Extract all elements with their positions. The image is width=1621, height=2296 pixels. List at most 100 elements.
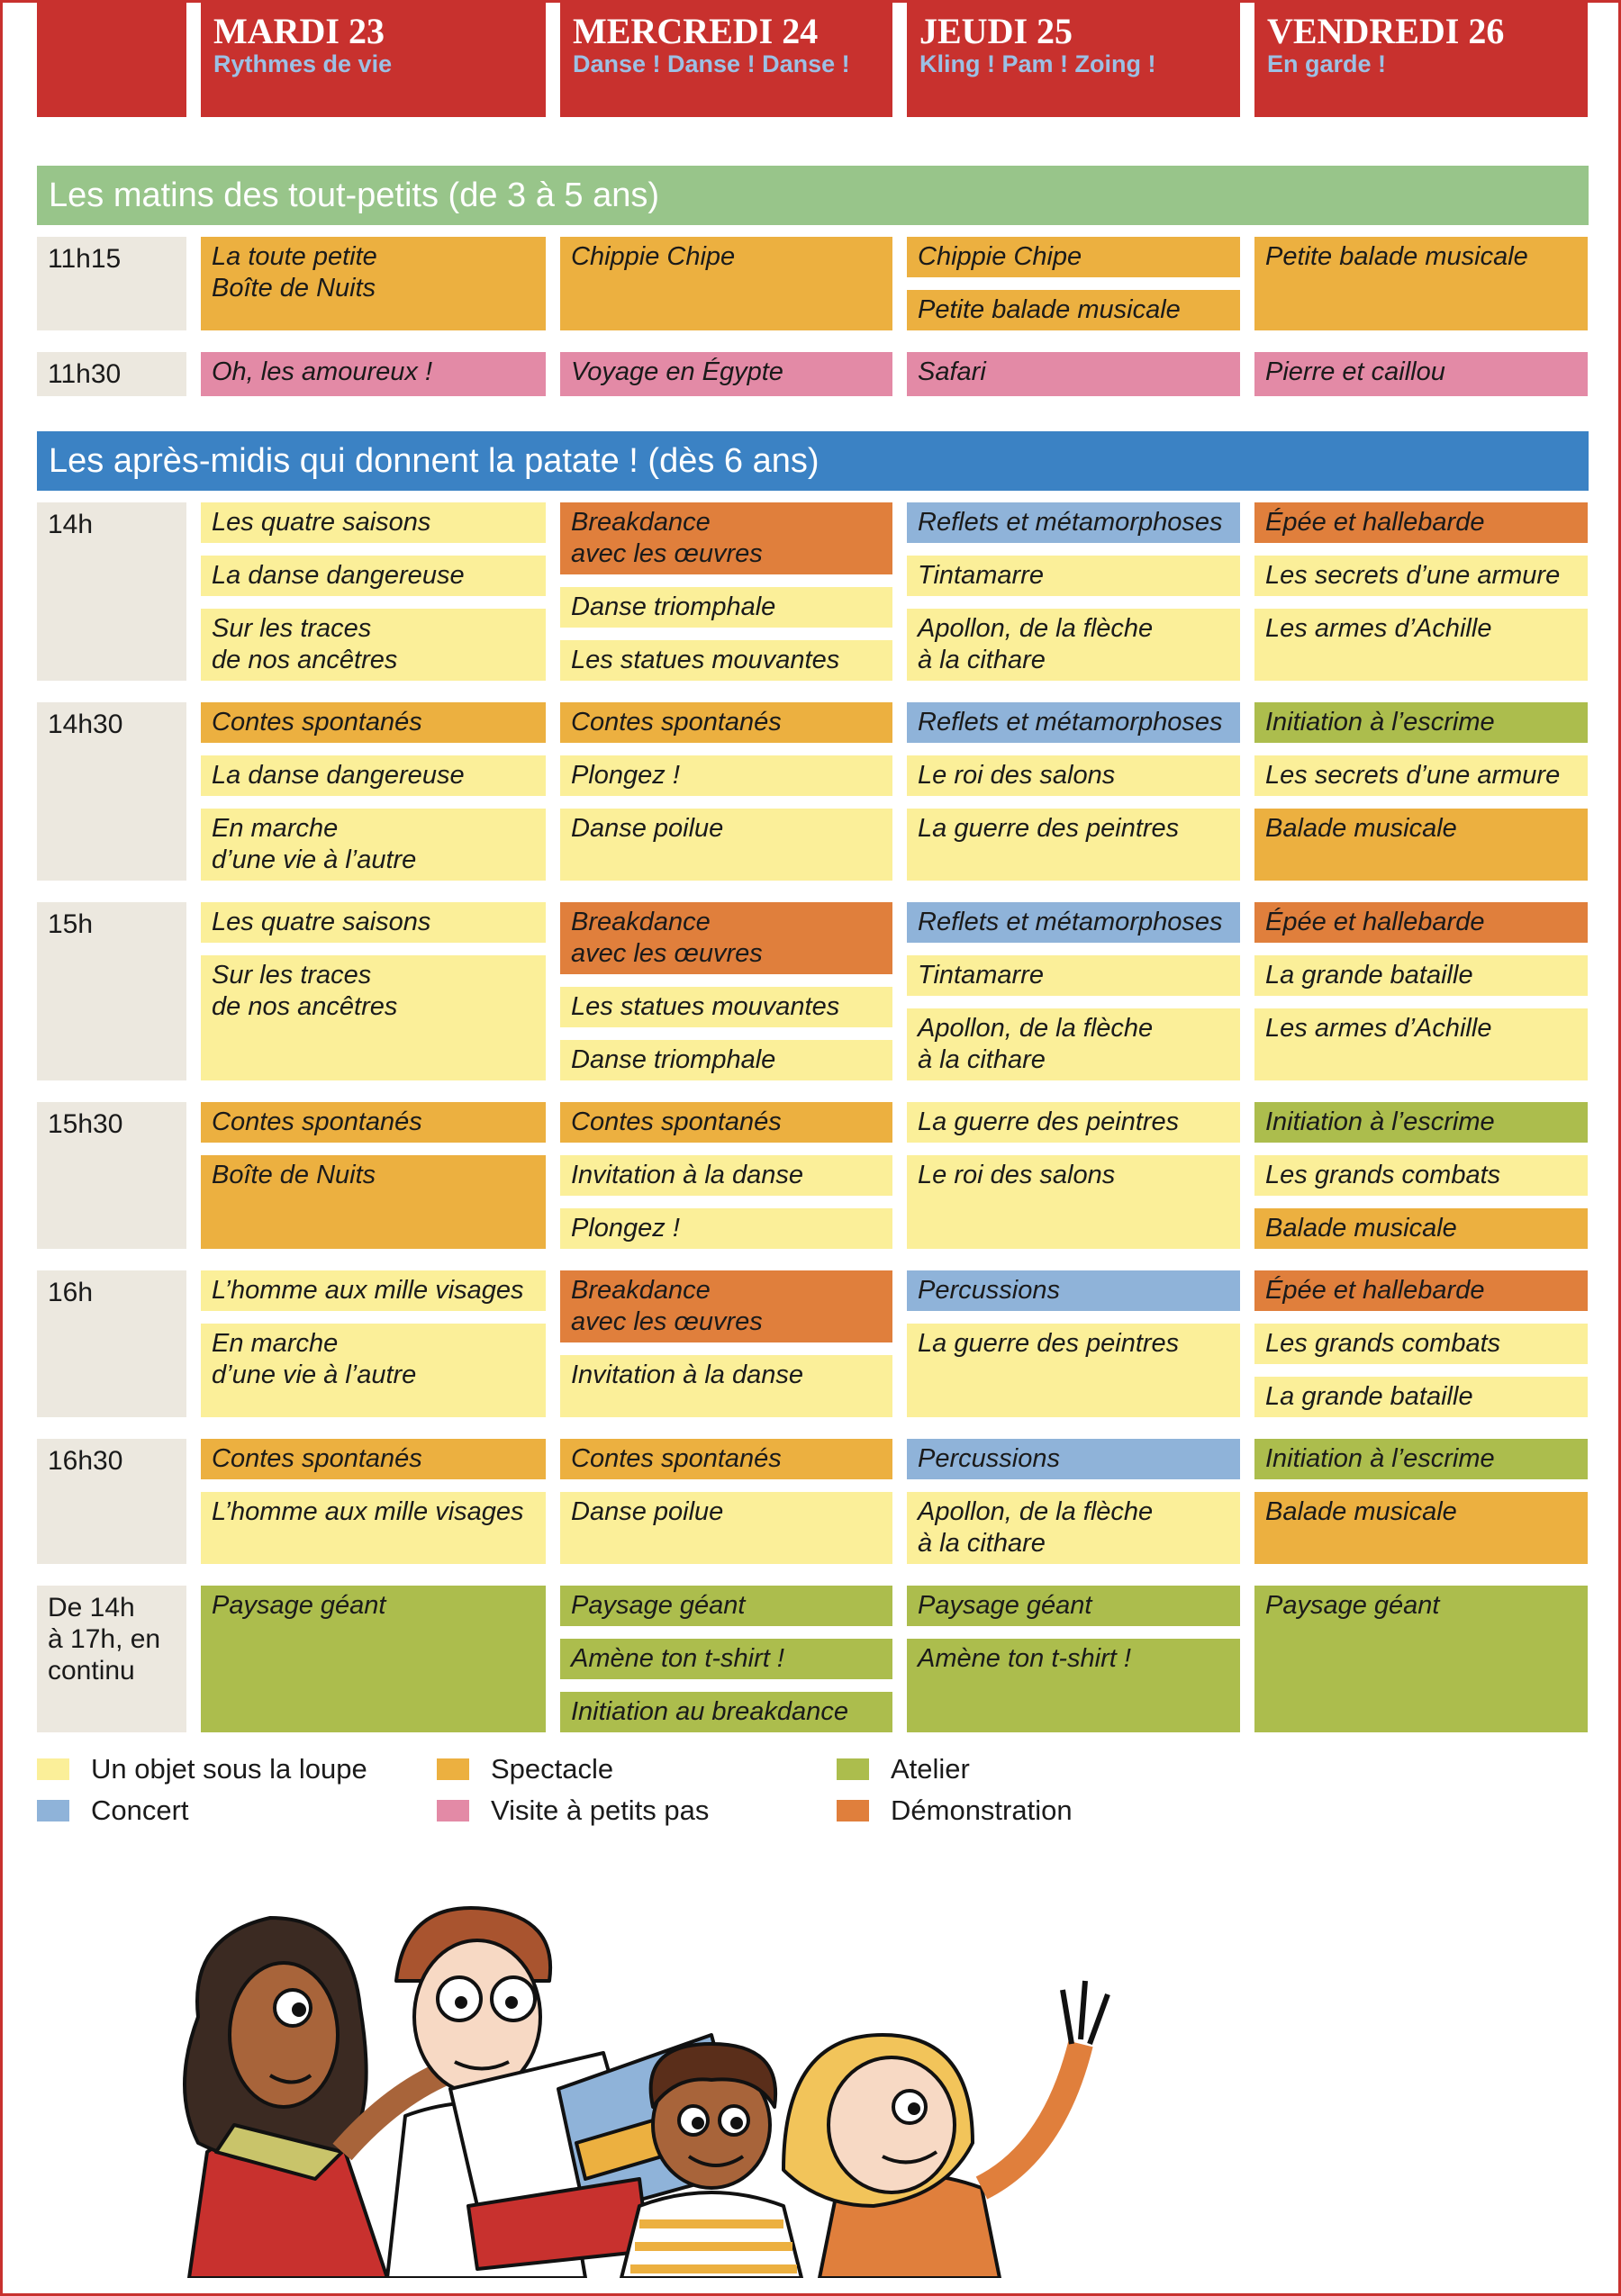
event: Balade musicale — [1254, 1208, 1588, 1249]
legend-label: Spectacle — [491, 1753, 614, 1785]
event: Breakdance avec les œuvres — [560, 502, 892, 574]
time-row: 15h Les quatre saisons Sur les traces de n… — [37, 902, 1589, 1080]
header-corner — [37, 0, 186, 117]
event: Les statues mouvantes — [560, 640, 892, 681]
day-cell: Percussions Apollon, de la flèche à la ci… — [907, 1439, 1240, 1564]
event: Voyage en Égypte — [560, 352, 892, 396]
event: La guerre des peintres — [907, 1324, 1240, 1417]
time-label: 15h — [37, 902, 186, 1080]
day-cell: Contes spontanés L’homme aux mille visage… — [201, 1439, 546, 1564]
event: Paysage géant — [1254, 1586, 1588, 1732]
event: Les statues mouvantes — [560, 987, 892, 1027]
legend-item: Un objet sous la loupe — [37, 1754, 437, 1785]
day-cell: Percussions La guerre des peintres — [907, 1270, 1240, 1417]
time-row: 16h L’homme aux mille visages En marche d’… — [37, 1270, 1589, 1417]
day-cell: Chippie Chipe Petite balade musicale — [907, 237, 1240, 330]
legend-label: Démonstration — [891, 1794, 1073, 1826]
event: Contes spontanés — [560, 702, 892, 743]
day-cell: Contes spontanés Invitation à la danse Plo… — [560, 1102, 892, 1249]
legend-swatch — [837, 1758, 869, 1780]
event: Les grands combats — [1254, 1155, 1588, 1196]
time-row: De 14h à 17h, en continu Paysage géant Pay… — [37, 1586, 1589, 1732]
day-cell: Contes spontanés Plongez ! Danse poilue — [560, 702, 892, 881]
legend-item: Visite à petits pas — [437, 1795, 837, 1826]
day-cell: Voyage en Égypte — [560, 352, 892, 396]
event: La guerre des peintres — [907, 1102, 1240, 1143]
event: Plongez ! — [560, 755, 892, 796]
legend-swatch — [37, 1758, 69, 1780]
legend-swatch — [837, 1800, 869, 1821]
day-name: MERCREDI 24 — [573, 11, 819, 51]
event: Danse poilue — [560, 1492, 892, 1564]
event: La grande bataille — [1254, 955, 1588, 996]
event: Les quatre saisons — [201, 902, 546, 943]
time-label: 11h15 — [37, 237, 186, 330]
event: Contes spontanés — [201, 1439, 546, 1479]
day-cell: Contes spontanés La danse dangereuse En ma… — [201, 702, 546, 881]
legend-label: Concert — [91, 1794, 189, 1826]
event: Les armes d’Achille — [1254, 1008, 1588, 1080]
event: Paysage géant — [560, 1586, 892, 1626]
event: Petite balade musicale — [907, 290, 1240, 330]
time-row: 11h30 Oh, les amoureux ! Voyage en Égypte S… — [37, 352, 1589, 396]
event: Contes spontanés — [560, 1439, 892, 1479]
event: Invitation à la danse — [560, 1355, 892, 1417]
day-header: JEUDI 25 Kling ! Pam ! Zoing ! — [907, 0, 1240, 117]
legend-label: Visite à petits pas — [491, 1794, 710, 1826]
day-cell: Initiation à l’escrime Balade musicale — [1254, 1439, 1588, 1564]
event: Les armes d’Achille — [1254, 609, 1588, 681]
event: Breakdance avec les œuvres — [560, 902, 892, 974]
event: Amène ton t-shirt ! — [907, 1639, 1240, 1732]
event: Pierre et caillou — [1254, 352, 1588, 396]
day-cell: Paysage géant — [201, 1586, 546, 1732]
time-label: 14h — [37, 502, 186, 681]
day-cell: Initiation à l’escrime Les grands combats… — [1254, 1102, 1588, 1249]
event: Percussions — [907, 1439, 1240, 1479]
day-header: MERCREDI 24 Danse ! Danse ! Danse ! — [560, 0, 892, 117]
legend-swatch — [437, 1758, 469, 1780]
legend-swatch — [37, 1800, 69, 1821]
event: Initiation à l’escrime — [1254, 702, 1588, 743]
time-label: 16h30 — [37, 1439, 186, 1564]
day-theme: En garde ! — [1267, 50, 1387, 77]
event: La toute petite Boîte de Nuits — [201, 237, 546, 330]
day-cell: Oh, les amoureux ! — [201, 352, 546, 396]
event: Percussions — [907, 1270, 1240, 1311]
day-cell: La guerre des peintres Le roi des salons — [907, 1102, 1240, 1249]
event: Apollon, de la flèche à la cithare — [907, 1492, 1240, 1564]
legend-swatch — [437, 1800, 469, 1821]
time-row: 14h Les quatre saisons La danse dangereuse… — [37, 502, 1589, 681]
event: Boîte de Nuits — [201, 1155, 546, 1249]
event: Invitation à la danse — [560, 1155, 892, 1196]
schedule: MARDI 23 Rythmes de vie MERCREDI 24 Danse !… — [37, 0, 1589, 1826]
event: Les secrets d’une armure — [1254, 556, 1588, 596]
legend-label: Un objet sous la loupe — [91, 1753, 367, 1785]
event: Épée et hallebarde — [1254, 902, 1588, 943]
event: Le roi des salons — [907, 755, 1240, 796]
event: Amène ton t-shirt ! — [560, 1639, 892, 1679]
day-cell: Paysage géant — [1254, 1586, 1588, 1732]
time-label: De 14h à 17h, en continu — [37, 1586, 186, 1732]
event: La danse dangereuse — [201, 556, 546, 596]
time-row: 16h30 Contes spontanés L’homme aux mille v… — [37, 1439, 1589, 1564]
section-title: Les matins des tout-petits (de 3 à 5 ans… — [37, 166, 1589, 225]
legend-item: Atelier — [837, 1754, 1197, 1785]
legend-label: Atelier — [891, 1753, 970, 1785]
time-label: 16h — [37, 1270, 186, 1417]
event: Danse triomphale — [560, 1040, 892, 1080]
event: La guerre des peintres — [907, 809, 1240, 881]
event: Les grands combats — [1254, 1324, 1588, 1364]
event: Les secrets d’une armure — [1254, 755, 1588, 796]
event: Plongez ! — [560, 1208, 892, 1249]
time-label: 11h30 — [37, 352, 186, 396]
day-cell: Contes spontanés Danse poilue — [560, 1439, 892, 1564]
day-cell: Épée et hallebarde Les grands combats La g… — [1254, 1270, 1588, 1417]
event: Balade musicale — [1254, 1492, 1588, 1564]
day-cell: Paysage géant Amène ton t-shirt ! — [907, 1586, 1240, 1732]
day-theme: Kling ! Pam ! Zoing ! — [919, 50, 1156, 77]
day-cell: Les quatre saisons Sur les traces de nos … — [201, 902, 546, 1080]
event: Safari — [907, 352, 1240, 396]
event: Apollon, de la flèche à la cithare — [907, 609, 1240, 681]
day-cell: Chippie Chipe — [560, 237, 892, 330]
event: Contes spontanés — [201, 702, 546, 743]
